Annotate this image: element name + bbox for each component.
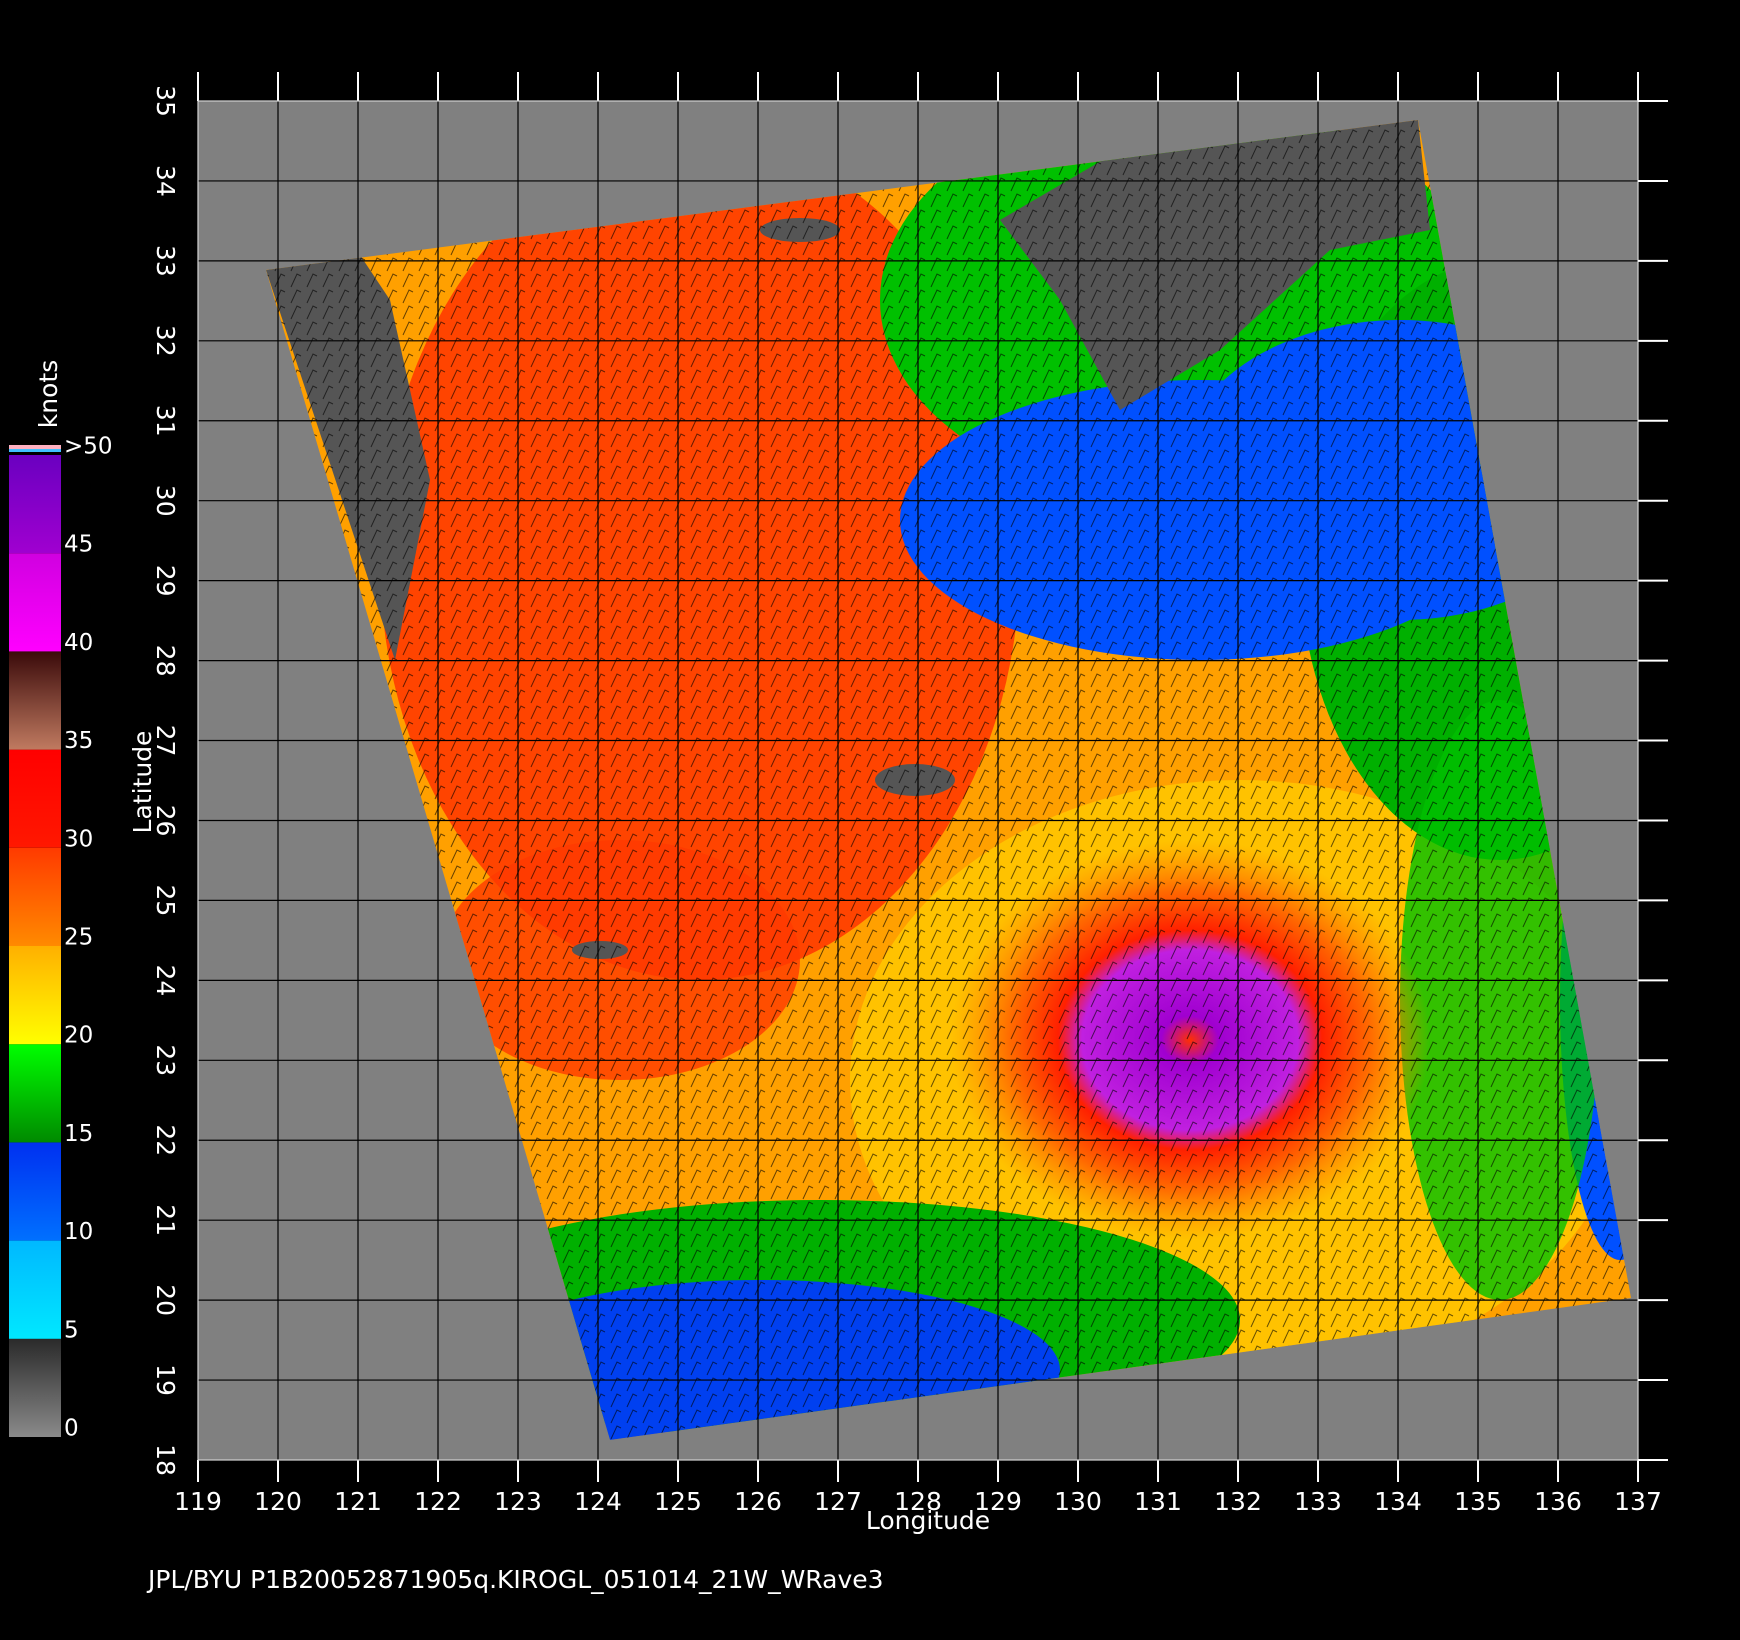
x-tick-label: 127 <box>814 1487 862 1516</box>
y-tick-label: 19 <box>151 1364 180 1396</box>
x-tick-label: 132 <box>1214 1487 1262 1516</box>
y-tick-label: 22 <box>151 1124 180 1156</box>
colorbar-label: knots <box>34 360 63 428</box>
x-tick-label: 131 <box>1134 1487 1182 1516</box>
x-tick-label: 128 <box>894 1487 942 1516</box>
colorbar-tick-label: 40 <box>64 630 93 656</box>
x-tick-label: 133 <box>1294 1487 1342 1516</box>
colorbar-tick-label: 15 <box>64 1121 93 1147</box>
x-tick-label: 135 <box>1454 1487 1502 1516</box>
y-tick-label: 26 <box>151 805 180 837</box>
colorbar-band <box>9 455 61 554</box>
y-tick-label: 33 <box>151 245 180 277</box>
colorbar-band <box>9 1044 61 1143</box>
colorbar-cap <box>9 449 61 452</box>
colorbar-tick-label: 5 <box>64 1317 79 1343</box>
x-tick-label: 134 <box>1374 1487 1422 1516</box>
x-tick-label: 125 <box>654 1487 702 1516</box>
x-tick-label: 119 <box>174 1487 222 1516</box>
y-tick-label: 32 <box>151 325 180 357</box>
colorbar-band <box>9 946 61 1045</box>
y-tick-label: 31 <box>151 405 180 437</box>
colorbar-tick-label: 35 <box>64 728 93 754</box>
y-tick-label: 29 <box>151 565 180 597</box>
colorbar-band <box>9 553 61 652</box>
y-tick-label: 24 <box>151 964 180 996</box>
colorbar-tick-label: 0 <box>64 1416 79 1442</box>
x-tick-label: 126 <box>734 1487 782 1516</box>
x-tick-label: 124 <box>574 1487 622 1516</box>
y-tick-label: 21 <box>151 1204 180 1236</box>
y-tick-label: 25 <box>151 885 180 917</box>
y-tick-label: 34 <box>151 165 180 197</box>
x-tick-label: 121 <box>334 1487 382 1516</box>
colorbar-cap <box>9 445 61 449</box>
colorbar-tick-label: 25 <box>64 925 93 951</box>
y-tick-label: 18 <box>151 1444 180 1476</box>
colorbar-band <box>9 749 61 848</box>
y-tick-label: 30 <box>151 485 180 517</box>
colorbar-tick-label: 10 <box>64 1219 93 1245</box>
x-axis-label: Longitude <box>866 1506 990 1535</box>
axes: 119 120 121 122 123 124 125 126 127 128 129 130 131 1… <box>9 72 1668 1516</box>
x-tick-label: 130 <box>1054 1487 1102 1516</box>
y-tick-label: 23 <box>151 1044 180 1076</box>
y-tick-label: 20 <box>151 1284 180 1316</box>
y-tick-label: 35 <box>151 85 180 117</box>
x-tick-label: 122 <box>414 1487 462 1516</box>
colorbar-tick-label: 20 <box>64 1023 93 1049</box>
colorbar-tick-label: 30 <box>64 826 93 852</box>
x-tick-label: 120 <box>254 1487 302 1516</box>
colorbar-band <box>9 1338 61 1437</box>
colorbar-tick-label: 45 <box>64 532 93 558</box>
colorbar-band <box>9 847 61 946</box>
y-tick-label: 27 <box>151 725 180 757</box>
footer: JPL/BYU P1B20052871905q.KIROGL_051014_21… <box>146 1565 884 1594</box>
y-axis-label: Latitude <box>128 731 157 834</box>
x-tick-label: 129 <box>974 1487 1022 1516</box>
y-tick-label: 28 <box>151 645 180 677</box>
plot-frame <box>197 100 1639 1461</box>
x-tick-label: 123 <box>494 1487 542 1516</box>
x-tick-label: 137 <box>1614 1487 1662 1516</box>
colorbar-band <box>9 1240 61 1339</box>
colorbar-band <box>9 651 61 750</box>
colorbar-tick-label: >50 <box>64 434 113 460</box>
x-tick-label: 136 <box>1534 1487 1582 1516</box>
colorbar-band <box>9 1142 61 1241</box>
